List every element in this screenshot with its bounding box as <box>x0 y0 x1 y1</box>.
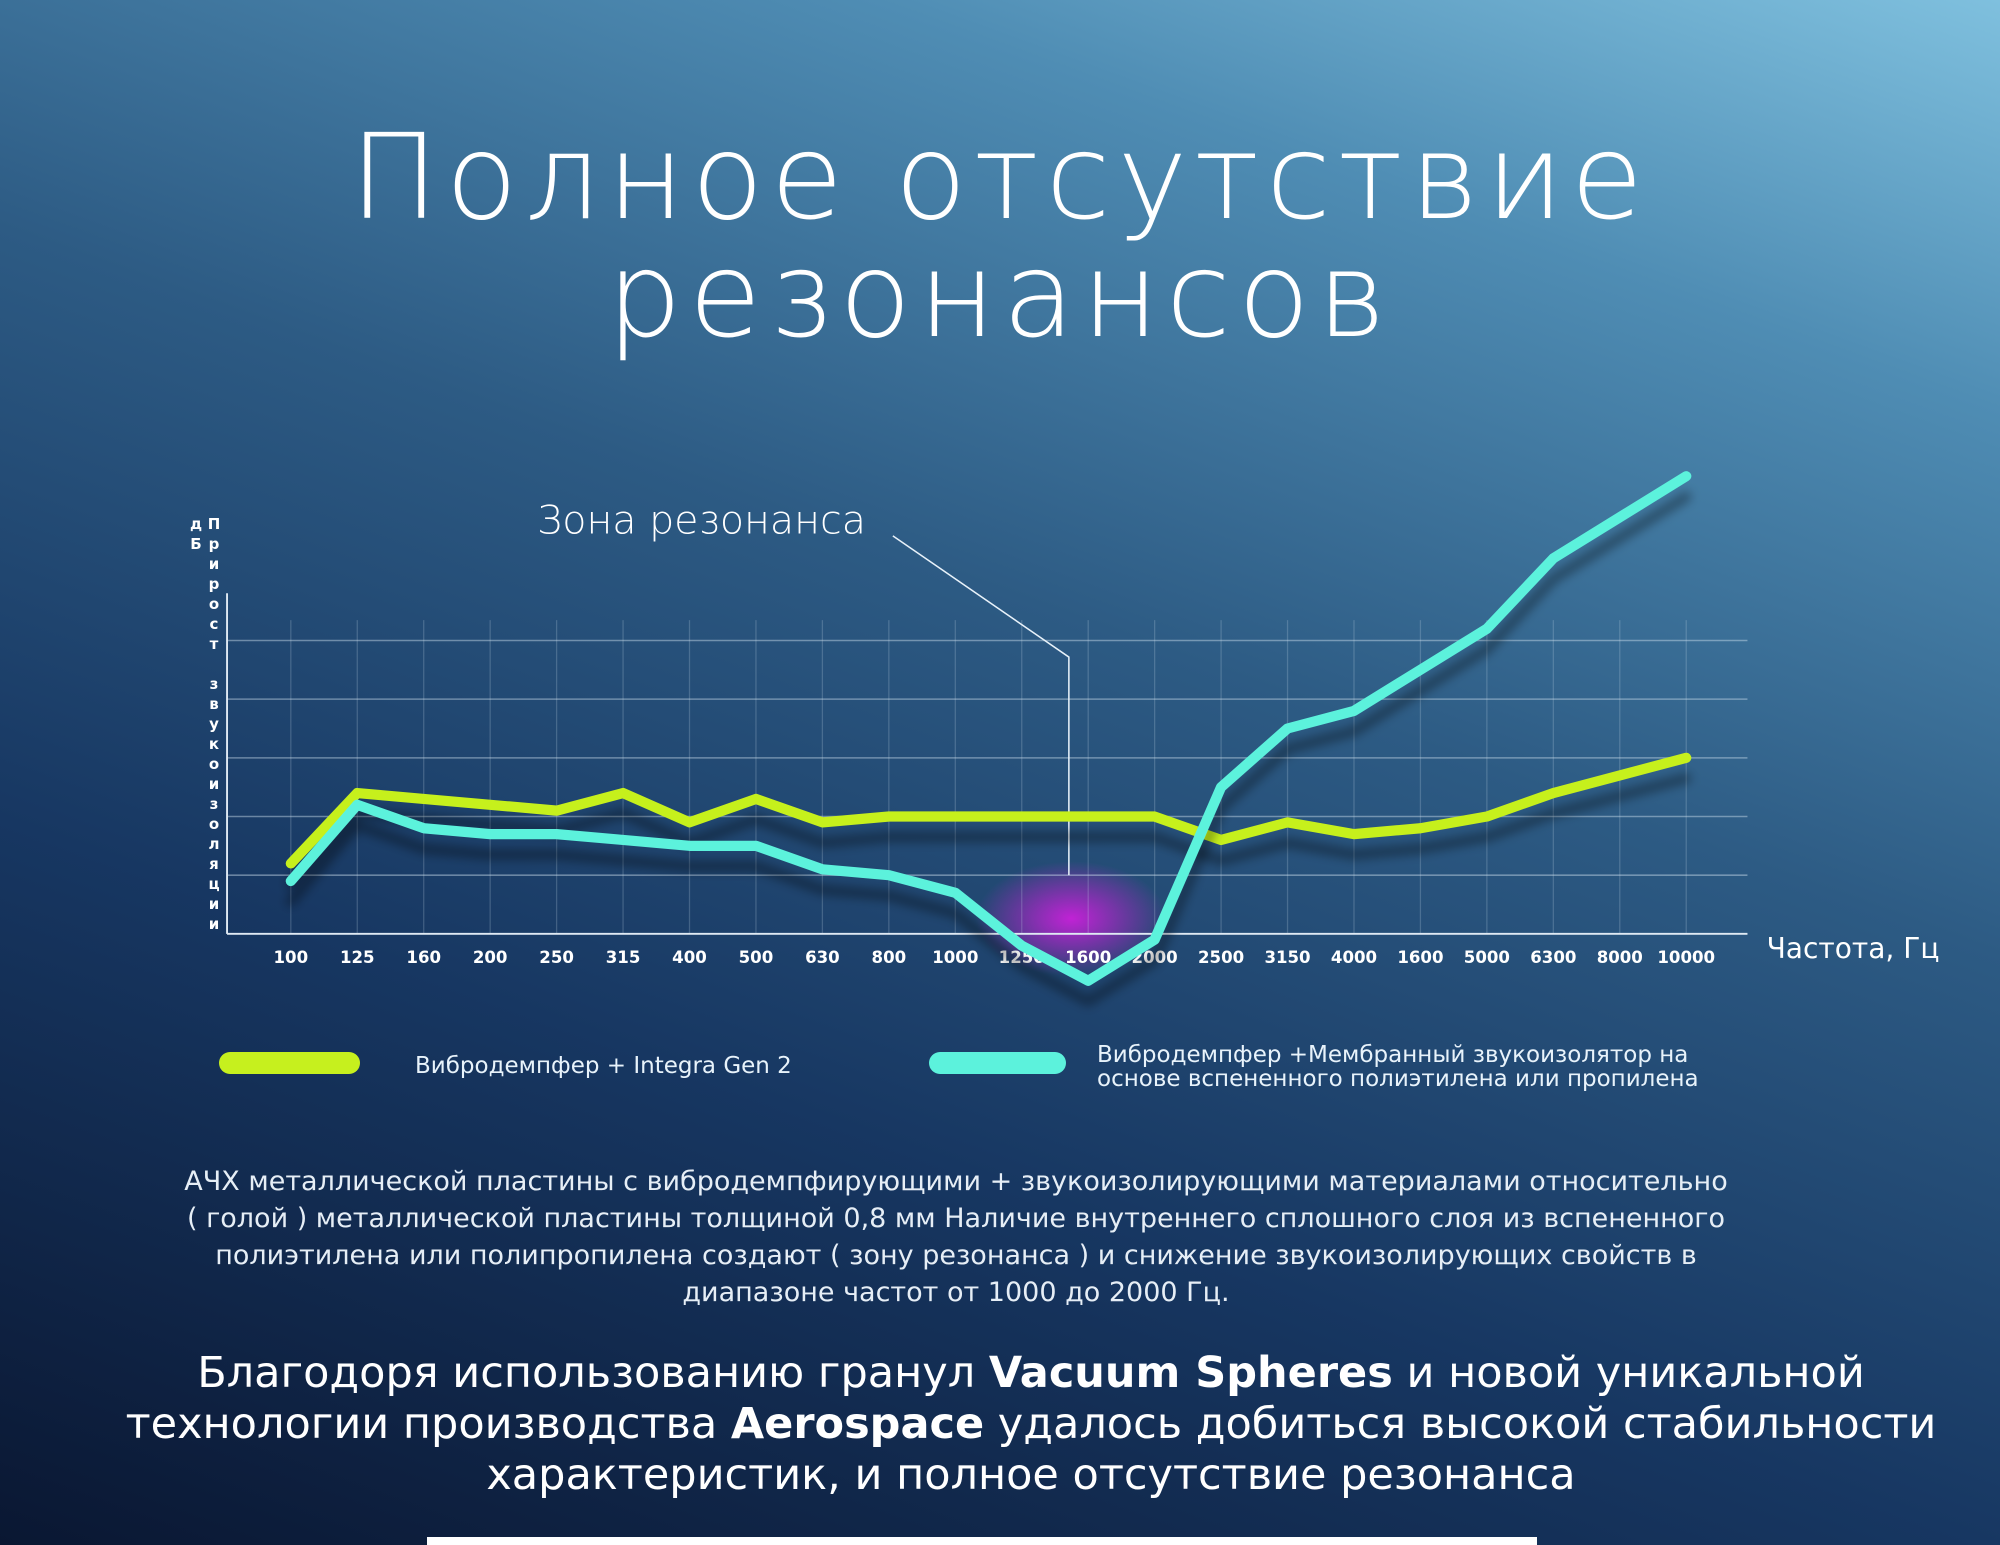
x-tick-label: 630 <box>805 948 840 967</box>
footer-text: удалось добиться высокой стабильности ха… <box>486 1399 1937 1500</box>
title: Полное отсутствие резонансов <box>349 108 1651 364</box>
footer-text: Благодоря использованию гранул <box>197 1348 989 1398</box>
x-tick-label: 1600 <box>1397 948 1443 967</box>
x-tick-label: 250 <box>539 948 574 967</box>
footer: Благодоря использованию гранул Vacuum Sp… <box>120 1348 1942 1501</box>
x-tick-label: 500 <box>739 948 774 967</box>
x-tick-label: 2500 <box>1198 948 1244 967</box>
description: АЧХ металлической пластины с вибродемпфи… <box>184 1166 1728 1308</box>
bottom-bar <box>427 1537 1537 1545</box>
x-tick-label: 6300 <box>1530 948 1576 967</box>
x-tick-label: 10000 <box>1657 948 1715 967</box>
x-tick-label: 8000 <box>1597 948 1643 967</box>
footer-highlight: Vacuum Spheres <box>988 1348 1393 1398</box>
x-axis-label: Частота, Гц <box>1767 932 1940 965</box>
footer-text: и новой уникальной технологии производст… <box>125 1348 1865 1449</box>
line <box>285 752 1692 869</box>
x-tick-label: 4000 <box>1331 948 1377 967</box>
legend-label: Вибродемпфер +Мембранный звукоизолятор н… <box>1097 1042 1699 1092</box>
y-axis-label: Прирост звукоизоляции дБ <box>187 515 223 935</box>
x-tick-label: 1600 <box>1065 948 1111 967</box>
x-tick-label: 200 <box>473 948 508 967</box>
x-tick-label: 100 <box>274 948 309 967</box>
x-tick-label: 5000 <box>1464 948 1510 967</box>
x-tick-label: 800 <box>872 948 907 967</box>
x-tick-label: 315 <box>606 948 641 967</box>
footer-highlight: Aerospace <box>730 1399 985 1449</box>
x-tick-label: 400 <box>672 948 707 967</box>
x-tick-label: 160 <box>406 948 441 967</box>
line <box>285 471 1692 986</box>
annotation: Зона резонанса <box>537 497 866 543</box>
annotation-line <box>892 535 1070 876</box>
legend-swatch <box>219 1052 360 1074</box>
x-tick-label: 125 <box>340 948 375 967</box>
legend-label: Вибродемпфер + Integra Gen 2 <box>415 1053 792 1079</box>
x-tick-label: 2000 <box>1132 948 1178 967</box>
x-tick-label: 1000 <box>932 948 978 967</box>
grid <box>227 620 1748 935</box>
legend-swatch <box>929 1052 1066 1074</box>
x-tick-label: 3150 <box>1264 948 1310 967</box>
